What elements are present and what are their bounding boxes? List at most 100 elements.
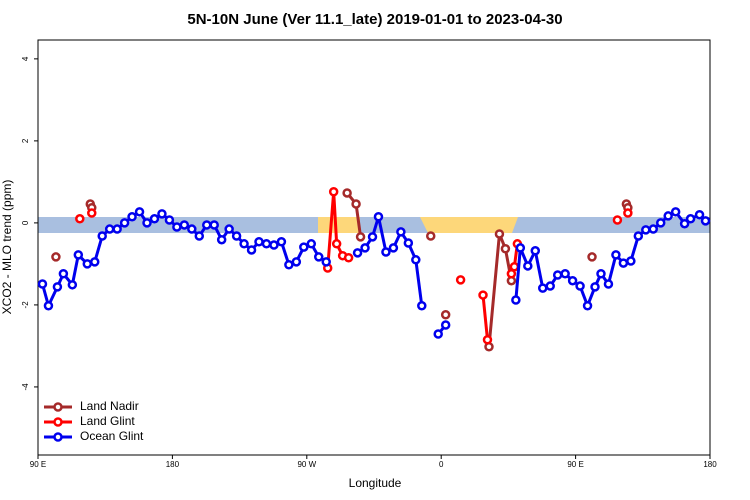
data-point [685,214,696,224]
data-point [433,329,443,339]
x-tick-label: 180 [166,460,180,469]
data-point [537,283,548,293]
data-point [694,209,705,220]
data-point [89,257,100,267]
data-point [511,295,521,305]
data-point [239,239,249,249]
data-point [367,232,378,242]
data-point [194,231,205,241]
data-point [157,209,167,219]
x-tick-label: 90 W [297,460,316,469]
data-point [663,211,673,221]
data-point [51,252,61,262]
data-point [299,242,309,252]
data-point [134,207,145,217]
data-point [388,243,399,253]
data-point [209,220,219,230]
data-point [623,208,633,218]
data-point [246,245,257,255]
legend-label: Land Nadir [80,399,139,413]
data-point [618,258,629,268]
chart-title: 5N-10N June (Ver 11.1_late) 2019-01-01 t… [187,11,562,28]
legend-label: Ocean Glint [80,429,144,443]
data-point [87,208,97,218]
data-point [164,215,175,225]
data-point [231,231,242,241]
data-point [381,247,391,257]
data-point [75,214,85,224]
data-point [403,238,414,248]
data-point [254,237,264,247]
data-point [552,270,563,280]
data-point [269,240,279,250]
data-point [545,281,555,291]
data-point [596,268,606,279]
data-point [179,220,190,230]
data-point [343,253,354,263]
data-point [655,218,666,228]
data-point [575,281,585,291]
data-point [411,255,421,265]
data-point [567,275,578,286]
land-band [420,217,518,233]
series-line [481,294,489,340]
data-point [590,282,600,292]
land-band [318,217,360,233]
data-point [291,257,302,267]
x-axis-label: Longitude [349,476,402,490]
y-tick-label: 4 [21,56,30,61]
data-point [455,275,466,285]
x-tick-label: 90 E [567,460,583,469]
data-point [104,224,115,234]
y-tick-label: -4 [21,383,30,391]
data-point [321,257,331,267]
data-point [82,259,93,269]
data-point [633,231,644,241]
data-point [373,211,384,222]
data-point [67,280,78,290]
y-tick-label: 0 [21,220,30,225]
data-point [187,224,197,234]
data-point [700,216,711,226]
legend-label: Land Glint [80,414,135,428]
data-point [97,231,107,241]
data-point [648,224,659,234]
data-point [112,224,122,234]
data-point [201,220,212,230]
x-tick-label: 0 [439,460,444,469]
data-point [425,231,436,241]
y-axis-label: XCO2 - MLO trend (ppm) [0,180,14,315]
legend-marker [53,417,63,427]
data-point [352,248,363,258]
data-point [224,224,234,234]
data-point [440,310,451,320]
data-point [351,199,361,209]
data-point [611,250,621,260]
data-point [396,227,406,237]
data-point [530,246,541,256]
data-point [119,218,130,228]
data-point [582,300,593,311]
data-point [43,300,54,311]
plot-frame [37,39,711,456]
data-point [587,252,597,262]
data-point [37,279,48,289]
data-point [73,250,84,260]
data-point [603,279,614,289]
data-point [58,268,69,279]
data-point [216,234,227,245]
y-tick-label: 2 [21,138,30,143]
data-point [127,211,137,222]
data-point [342,188,352,198]
data-point [313,252,324,262]
data-point [679,218,690,229]
data-point [331,239,342,249]
legend-marker [53,432,63,442]
y-tick-label: -2 [21,301,30,309]
data-point [500,243,511,254]
data-point [478,290,488,300]
data-point [560,268,570,279]
data-point [355,232,366,242]
data-point [172,222,182,232]
